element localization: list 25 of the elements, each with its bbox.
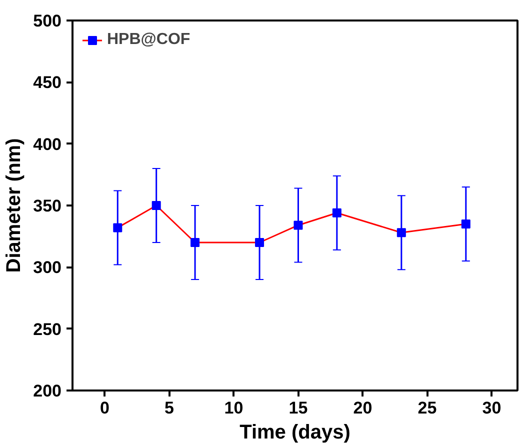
point — [294, 220, 303, 230]
y-tick-label: 250 — [33, 320, 62, 339]
y-tick-label: 200 — [33, 382, 62, 400]
y-axis-title: Diameter (nm) — [3, 138, 26, 273]
x-tick-label: 0 — [100, 398, 110, 418]
point — [461, 220, 470, 228]
x-axis-title: Time (days) — [240, 422, 350, 444]
x-tick-label: 25 — [418, 398, 437, 418]
y-tick-label: 500 — [33, 12, 62, 30]
point — [332, 208, 342, 218]
y-tick-label: 350 — [33, 196, 62, 216]
point — [190, 238, 200, 247]
y-tick-label: 400 — [33, 134, 62, 154]
x-tick-label: 30 — [482, 398, 502, 418]
x-tick-label: 20 — [353, 398, 372, 418]
x-tick-label: 5 — [164, 398, 174, 418]
y-tick-label: 300 — [33, 258, 62, 278]
point — [396, 228, 406, 238]
legend-label: HPB@COF — [107, 31, 190, 49]
point — [113, 223, 122, 232]
point — [152, 201, 161, 210]
x-tick-label: 10 — [224, 398, 244, 418]
y-tick-label: 450 — [33, 73, 62, 92]
x-tick-label: 15 — [288, 398, 308, 418]
point — [255, 238, 264, 247]
